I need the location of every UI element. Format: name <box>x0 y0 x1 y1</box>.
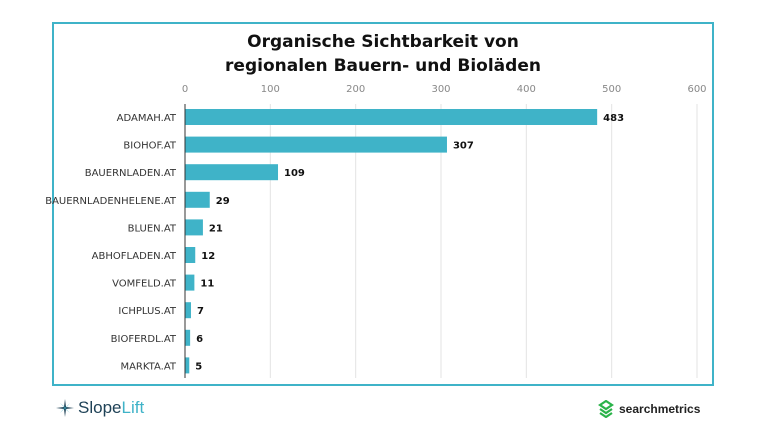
title-line-1: Organische Sichtbarkeit von <box>247 32 519 52</box>
data-label: 6 <box>196 334 203 345</box>
bar <box>185 164 279 181</box>
x-tick-label: 200 <box>346 84 365 95</box>
bar <box>185 302 191 319</box>
logo-lift: Lift <box>121 398 145 417</box>
category-label: BIOHOF.AT <box>123 141 176 152</box>
bar <box>185 274 195 291</box>
category-label: BIOFERDL.AT <box>111 334 177 345</box>
compass-star-icon <box>56 399 74 417</box>
title-line-2: regionalen Bauern- und Bioläden <box>225 56 541 76</box>
bar <box>185 247 196 263</box>
bar <box>185 329 191 346</box>
data-label: 5 <box>195 361 202 372</box>
category-label: ICHPLUS.AT <box>118 306 176 317</box>
category-label: VOMFELD.AT <box>112 279 177 290</box>
x-tick-label: 600 <box>687 84 706 95</box>
bar <box>185 191 210 208</box>
data-label: 21 <box>209 223 223 234</box>
category-label: MARKTA.AT <box>120 361 176 372</box>
x-tick-label: 500 <box>602 84 621 95</box>
bar <box>185 357 190 374</box>
x-tick-label: 0 <box>182 84 188 95</box>
data-label: 483 <box>603 113 624 124</box>
x-tick-label: 100 <box>261 84 280 95</box>
searchmetrics-logo: searchmetrics <box>598 400 700 418</box>
data-label: 11 <box>200 279 214 290</box>
chart-title: Organische Sichtbarkeit von regionalen B… <box>52 30 714 78</box>
category-label: ADAMAH.AT <box>117 113 177 124</box>
category-label: ABHOFLADEN.AT <box>92 251 177 262</box>
data-label: 12 <box>201 251 215 262</box>
x-tick-label: 300 <box>431 84 450 95</box>
data-label: 29 <box>216 196 230 207</box>
category-label: BAUERNLADEN.AT <box>85 168 177 179</box>
bar <box>185 136 447 153</box>
x-tick-label: 400 <box>517 84 536 95</box>
searchmetrics-icon <box>598 400 614 418</box>
chart-frame <box>52 22 714 386</box>
logo-slope: Slope <box>78 398 122 417</box>
data-label: 307 <box>453 141 474 152</box>
category-label: BAUERNLADENHELENE.AT <box>45 196 177 207</box>
category-label: BLUEN.AT <box>128 223 177 234</box>
slopelift-logo: SlopeLift <box>56 398 144 418</box>
data-label: 7 <box>197 306 204 317</box>
data-label: 109 <box>284 168 305 179</box>
bar <box>185 219 203 236</box>
searchmetrics-text: searchmetrics <box>619 402 701 416</box>
bar <box>185 109 598 125</box>
